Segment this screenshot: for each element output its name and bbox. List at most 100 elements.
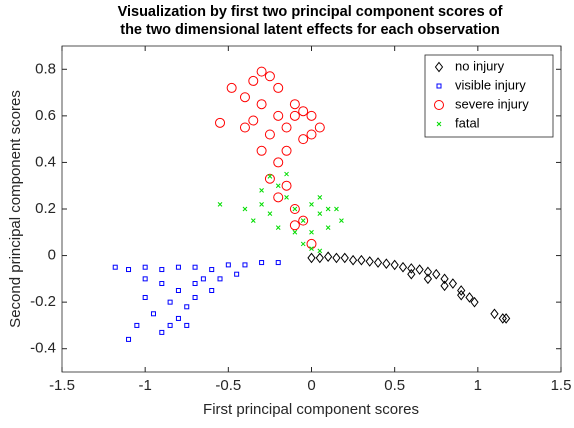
point bbox=[264, 129, 275, 140]
x-tick-label: -1 bbox=[138, 377, 151, 394]
point bbox=[275, 260, 281, 266]
y-tick-label: 0.2 bbox=[35, 200, 56, 217]
legend-label: visible injury bbox=[455, 77, 526, 92]
point bbox=[407, 268, 416, 280]
point bbox=[281, 122, 292, 133]
point bbox=[284, 171, 289, 177]
point bbox=[259, 201, 264, 207]
point bbox=[309, 246, 314, 251]
point bbox=[292, 229, 298, 235]
point bbox=[142, 276, 148, 282]
point bbox=[234, 271, 240, 277]
point bbox=[300, 218, 306, 223]
point bbox=[259, 260, 265, 266]
point bbox=[184, 304, 190, 310]
x-tick-label: 1 bbox=[474, 377, 482, 394]
point bbox=[239, 92, 250, 103]
point bbox=[200, 276, 206, 282]
point bbox=[159, 267, 165, 273]
point bbox=[126, 336, 132, 342]
point bbox=[192, 264, 198, 270]
point bbox=[134, 322, 140, 328]
point bbox=[184, 322, 190, 328]
point bbox=[175, 315, 181, 321]
legend: no injury visible injury severe injury fata… bbox=[424, 54, 554, 138]
legend-label: fatal bbox=[455, 115, 480, 130]
point bbox=[298, 134, 309, 145]
legend-box bbox=[424, 54, 554, 138]
point bbox=[239, 122, 250, 133]
point bbox=[292, 206, 298, 212]
point bbox=[273, 157, 284, 168]
point bbox=[448, 278, 458, 289]
chart-title: Visualization by first two principal com… bbox=[118, 4, 503, 20]
point bbox=[275, 183, 281, 189]
point bbox=[339, 218, 344, 223]
x-tick-label: -0.5 bbox=[215, 377, 241, 394]
point bbox=[289, 99, 300, 110]
point bbox=[306, 238, 317, 249]
x-tick-label: 0.5 bbox=[384, 377, 405, 394]
point bbox=[167, 299, 173, 305]
x-tick-label: -1.5 bbox=[49, 377, 75, 394]
point bbox=[298, 215, 309, 226]
point bbox=[192, 294, 198, 300]
point bbox=[317, 248, 323, 254]
point bbox=[317, 211, 323, 217]
y-axis-label: Second principal component scores bbox=[7, 90, 24, 328]
point bbox=[248, 75, 259, 86]
x-axis-label: First principal component scores bbox=[203, 401, 419, 418]
point bbox=[365, 256, 374, 267]
point bbox=[332, 252, 341, 264]
point bbox=[273, 192, 284, 203]
point bbox=[281, 145, 292, 156]
point bbox=[390, 259, 399, 271]
point bbox=[142, 264, 148, 270]
point bbox=[325, 225, 331, 230]
point bbox=[323, 251, 333, 263]
point bbox=[242, 206, 248, 212]
y-tick-label: 0.6 bbox=[35, 107, 56, 124]
x-tick-label: 0 bbox=[307, 377, 315, 394]
point bbox=[192, 281, 198, 287]
point bbox=[275, 225, 281, 230]
point bbox=[307, 252, 316, 264]
point bbox=[357, 254, 366, 266]
point bbox=[167, 322, 173, 328]
legend-marker bbox=[434, 100, 444, 110]
point bbox=[340, 252, 349, 264]
point bbox=[226, 82, 237, 93]
point bbox=[315, 252, 324, 264]
point bbox=[281, 180, 292, 191]
point bbox=[407, 263, 416, 274]
point bbox=[306, 129, 317, 140]
point bbox=[309, 201, 314, 207]
point bbox=[490, 308, 499, 320]
point bbox=[150, 311, 156, 317]
point bbox=[250, 218, 256, 223]
point bbox=[217, 276, 223, 282]
point bbox=[423, 273, 433, 285]
y-tick-label: 0 bbox=[48, 247, 56, 264]
point bbox=[300, 241, 306, 247]
point bbox=[112, 264, 118, 270]
legend-marker bbox=[436, 83, 442, 89]
point bbox=[432, 268, 441, 280]
point bbox=[415, 264, 424, 275]
point bbox=[175, 288, 181, 293]
point bbox=[306, 110, 317, 121]
x-tick-label: 1.5 bbox=[551, 377, 572, 394]
legend-label: severe injury bbox=[455, 96, 529, 111]
point bbox=[215, 117, 226, 128]
point bbox=[501, 313, 511, 324]
point bbox=[314, 122, 325, 133]
point bbox=[498, 313, 507, 324]
point bbox=[242, 262, 248, 268]
point bbox=[289, 110, 300, 121]
y-tick-label: -0.2 bbox=[30, 293, 56, 310]
legend-marker bbox=[434, 61, 444, 73]
point bbox=[273, 110, 284, 121]
point bbox=[325, 206, 331, 212]
point bbox=[457, 285, 466, 296]
